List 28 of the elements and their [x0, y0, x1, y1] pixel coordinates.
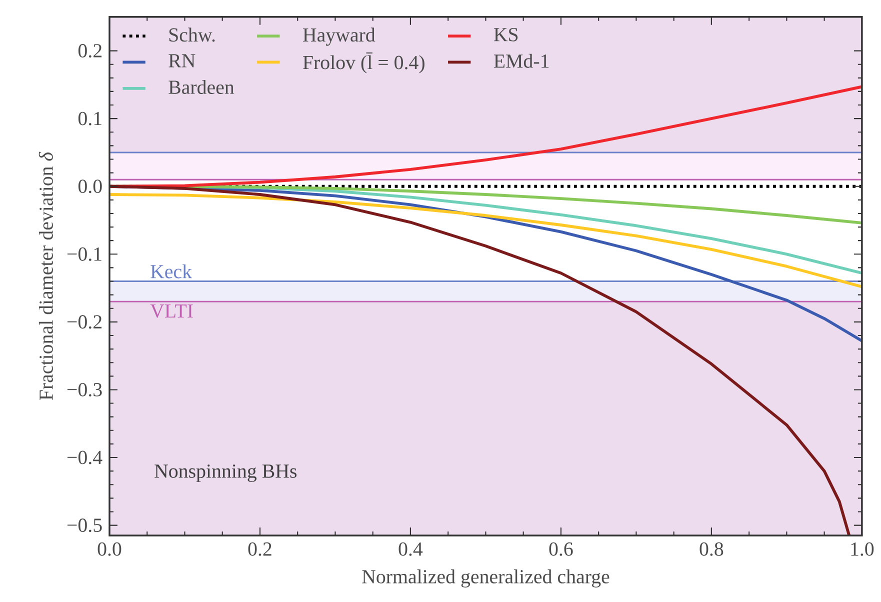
line-series	[109, 192, 862, 288]
y-tick-label: −0.5	[67, 518, 102, 532]
x-tick-label: 0.4	[398, 542, 423, 556]
y-tick-label: −0.1	[67, 247, 102, 261]
y-tick-label: 0.2	[78, 44, 102, 58]
x-tick-label: 0.8	[700, 542, 724, 556]
legend-label: KS	[494, 28, 518, 42]
y-axis-title: Fractional diameter deviation δ	[38, 152, 53, 400]
y-tick-label: 0.0	[78, 180, 102, 194]
y-tick-label: 0.1	[78, 112, 102, 126]
legend-label: Bardeen	[168, 80, 234, 94]
line-series	[109, 184, 851, 536]
x-tick-label: 0.6	[549, 542, 573, 556]
legend-label: Hayward	[303, 28, 376, 46]
x-axis-title: Normalized generalized charge	[362, 569, 610, 588]
ref-line-label: Keck	[150, 264, 192, 278]
annotation: Nonspinning BHs	[154, 464, 297, 482]
legend-label: Schw.	[169, 28, 215, 42]
y-tick-label: −0.4	[67, 450, 102, 464]
x-tick-label: 1.0	[851, 542, 874, 556]
x-tick-label: 0.0	[98, 542, 122, 556]
x-tick-label: 0.2	[248, 542, 272, 556]
legend-label: EMd-1	[494, 54, 549, 68]
ref-line-label: VLTI	[150, 304, 193, 318]
legend-label: RN	[168, 54, 196, 68]
y-tick-label: −0.2	[67, 315, 102, 329]
legend-label: Frolov (l̄ = 0.4)	[303, 52, 424, 74]
y-tick-label: −0.3	[67, 382, 102, 396]
